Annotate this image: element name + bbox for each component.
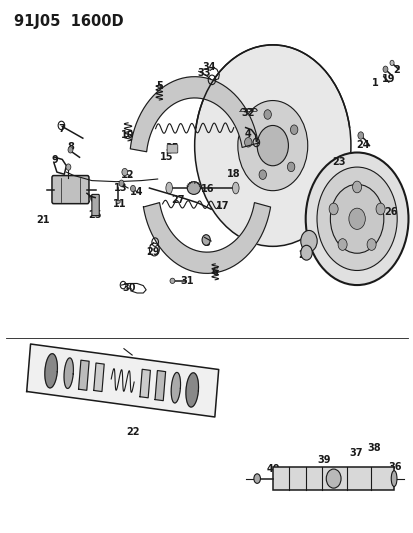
Text: 5: 5: [156, 81, 163, 91]
Circle shape: [305, 152, 408, 285]
Polygon shape: [78, 360, 89, 390]
Text: 25: 25: [88, 209, 102, 220]
Circle shape: [68, 147, 73, 153]
Circle shape: [259, 170, 266, 180]
Polygon shape: [155, 370, 165, 401]
Circle shape: [66, 164, 71, 170]
Polygon shape: [130, 77, 258, 152]
Text: 21: 21: [36, 215, 49, 225]
Circle shape: [256, 125, 288, 166]
Text: 6: 6: [211, 267, 217, 277]
Text: 18: 18: [226, 169, 240, 179]
FancyBboxPatch shape: [272, 467, 393, 490]
Circle shape: [325, 469, 340, 488]
Text: 22: 22: [126, 427, 140, 437]
Circle shape: [357, 132, 363, 139]
Circle shape: [202, 235, 210, 245]
Circle shape: [130, 185, 135, 192]
Text: 32: 32: [241, 108, 254, 118]
Text: 9: 9: [51, 156, 58, 165]
Text: 7: 7: [59, 124, 66, 134]
Text: 3: 3: [203, 238, 210, 248]
FancyBboxPatch shape: [167, 144, 177, 153]
Text: 36: 36: [388, 462, 401, 472]
Circle shape: [366, 239, 375, 251]
Polygon shape: [140, 369, 150, 398]
Circle shape: [375, 203, 384, 215]
Text: 35: 35: [165, 143, 178, 153]
Polygon shape: [94, 363, 104, 392]
Circle shape: [237, 101, 307, 191]
Polygon shape: [45, 353, 57, 388]
Text: 2: 2: [392, 66, 399, 75]
Circle shape: [348, 208, 364, 229]
Circle shape: [244, 138, 252, 147]
Ellipse shape: [253, 474, 260, 483]
Text: 26: 26: [384, 207, 397, 217]
Text: 30: 30: [122, 282, 135, 293]
Text: 40: 40: [266, 464, 280, 474]
Ellipse shape: [187, 182, 200, 195]
Circle shape: [194, 45, 350, 246]
Polygon shape: [185, 373, 198, 407]
Polygon shape: [143, 203, 270, 273]
Ellipse shape: [390, 471, 396, 487]
Text: 16: 16: [201, 184, 214, 194]
Text: 31: 31: [180, 276, 194, 286]
Circle shape: [316, 167, 396, 270]
Circle shape: [287, 162, 294, 172]
Circle shape: [330, 184, 383, 253]
Polygon shape: [26, 344, 218, 417]
Circle shape: [263, 110, 271, 119]
Circle shape: [389, 60, 393, 66]
Polygon shape: [171, 373, 180, 403]
Ellipse shape: [116, 200, 120, 204]
Text: 11: 11: [113, 199, 126, 209]
Text: 15: 15: [159, 152, 173, 162]
Ellipse shape: [170, 278, 175, 284]
Circle shape: [300, 230, 316, 252]
Text: 13: 13: [114, 183, 127, 193]
Circle shape: [121, 168, 127, 176]
Text: 34: 34: [202, 62, 216, 72]
Circle shape: [300, 245, 311, 260]
Text: 10: 10: [121, 130, 135, 140]
Circle shape: [337, 239, 346, 251]
Text: 24: 24: [356, 140, 369, 150]
Text: 14: 14: [129, 187, 142, 197]
Text: 27: 27: [171, 195, 185, 205]
Circle shape: [290, 125, 297, 134]
Text: 33: 33: [197, 69, 210, 78]
Text: 29: 29: [146, 247, 159, 257]
Text: 8: 8: [68, 142, 75, 152]
Circle shape: [352, 181, 361, 193]
FancyBboxPatch shape: [92, 195, 99, 216]
Circle shape: [328, 203, 337, 215]
Text: 37: 37: [348, 448, 362, 458]
Text: 28: 28: [297, 250, 311, 260]
Text: 38: 38: [366, 443, 380, 453]
Text: 4: 4: [244, 129, 251, 139]
Text: 19: 19: [381, 74, 394, 84]
Text: 17: 17: [215, 201, 229, 211]
Text: 39: 39: [316, 455, 330, 464]
Circle shape: [119, 180, 123, 187]
Polygon shape: [64, 358, 73, 389]
Text: 1: 1: [371, 77, 378, 87]
Text: 20: 20: [83, 193, 96, 204]
Text: 12: 12: [121, 171, 135, 180]
Text: 23: 23: [331, 157, 344, 166]
Ellipse shape: [166, 182, 172, 194]
Text: 91J05  1600D: 91J05 1600D: [14, 13, 123, 29]
Circle shape: [382, 66, 387, 72]
Ellipse shape: [232, 182, 238, 194]
FancyBboxPatch shape: [52, 175, 89, 204]
